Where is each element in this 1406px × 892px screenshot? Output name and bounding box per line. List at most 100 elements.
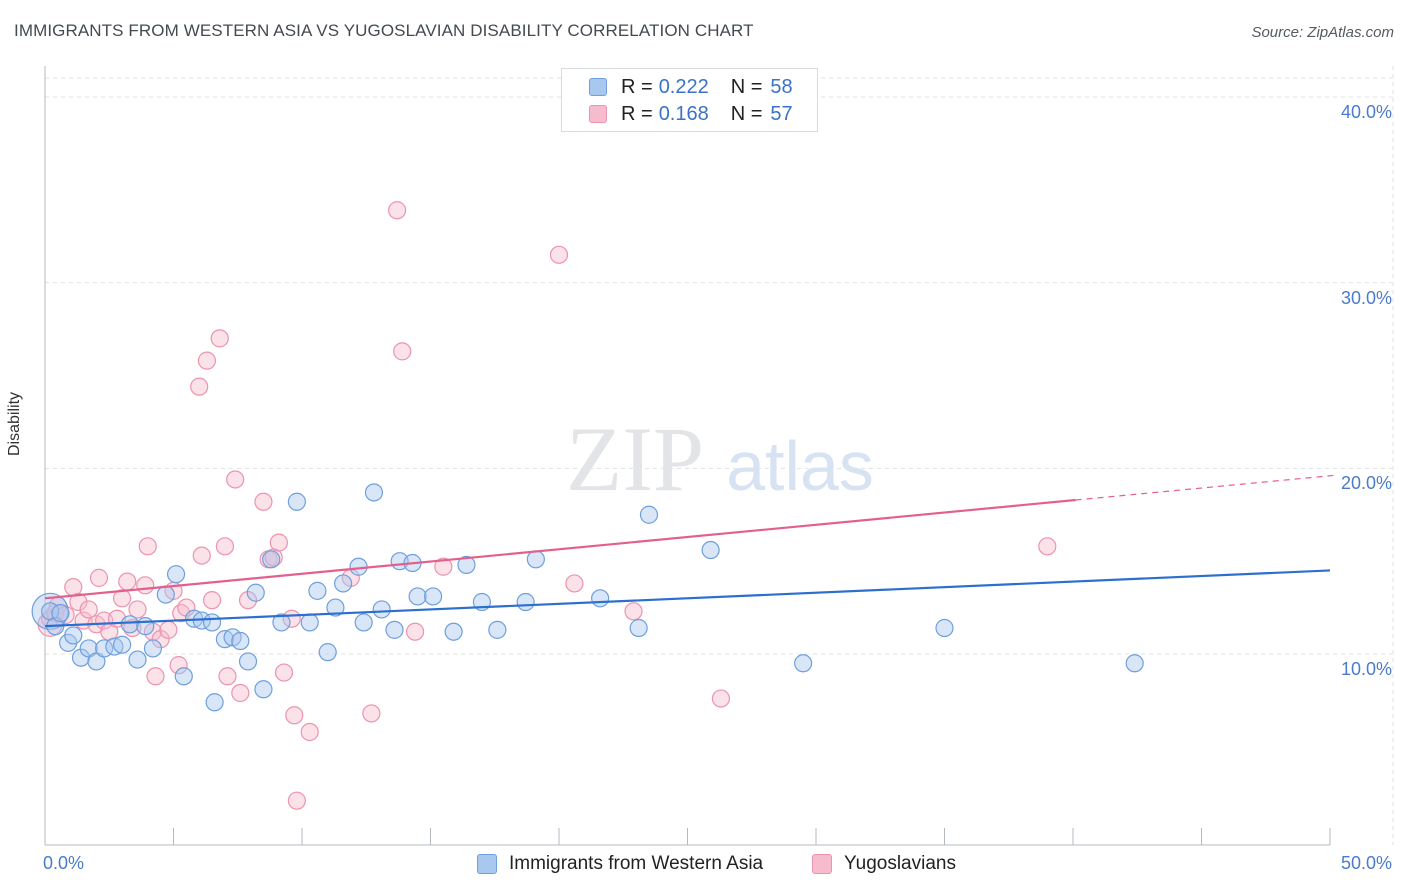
series-yugoslavians-points xyxy=(37,201,1057,810)
data-point xyxy=(526,550,545,569)
data-point xyxy=(434,557,453,576)
y-tick-label: 30.0% xyxy=(1340,287,1392,308)
data-point xyxy=(364,483,384,502)
legend-n-value: 58 xyxy=(770,75,793,98)
bottom-legend-swatch-pink xyxy=(812,854,832,874)
legend-r-label: R = xyxy=(621,75,653,98)
legend-swatch-pink xyxy=(589,105,607,123)
legend-swatch-blue xyxy=(589,78,607,96)
data-point xyxy=(71,648,91,667)
data-point xyxy=(156,585,175,604)
data-point xyxy=(166,565,186,584)
data-point xyxy=(385,620,404,639)
data-point xyxy=(205,693,224,712)
data-point xyxy=(591,589,610,608)
data-point xyxy=(238,652,258,671)
data-point xyxy=(64,626,83,645)
data-point xyxy=(701,540,720,560)
y-tick-label: 20.0% xyxy=(1340,473,1392,494)
data-point xyxy=(408,587,427,606)
data-point xyxy=(444,622,463,641)
data-point xyxy=(112,635,132,654)
data-point xyxy=(488,620,507,639)
data-point xyxy=(549,245,569,264)
bottom-legend-label: Yugoslavians xyxy=(844,853,956,874)
data-point xyxy=(254,680,273,699)
data-point xyxy=(151,630,170,649)
data-point xyxy=(287,791,306,810)
data-point xyxy=(287,492,306,511)
data-point xyxy=(935,618,954,638)
data-point xyxy=(629,618,648,638)
data-point xyxy=(51,604,70,623)
stats-legend: R = 0.222 N = 58 R = 0.168 N = 57 xyxy=(561,68,818,132)
legend-row-western-asia: R = 0.222 N = 58 xyxy=(589,75,793,99)
trend-line-yugoslavians-extension xyxy=(1075,474,1338,501)
watermark-atlas: atlas xyxy=(726,427,874,505)
data-point xyxy=(308,581,327,600)
data-point xyxy=(565,574,584,593)
data-point xyxy=(69,592,88,612)
data-point xyxy=(128,600,147,619)
data-point xyxy=(118,572,137,591)
data-point xyxy=(89,568,109,587)
data-point xyxy=(274,663,294,682)
x-tick-label-max: 50.0% xyxy=(1340,853,1392,873)
y-axis-label: Disability xyxy=(6,391,23,456)
data-point xyxy=(246,583,265,602)
data-point xyxy=(215,537,234,556)
x-tick-label-min: 0.0% xyxy=(43,853,85,873)
legend-r-value: 0.168 xyxy=(658,102,709,125)
data-point xyxy=(197,351,217,370)
data-point xyxy=(174,667,193,686)
data-point xyxy=(202,591,222,610)
data-point xyxy=(624,602,643,621)
data-point xyxy=(143,639,163,658)
legend-n-label: N = xyxy=(730,75,763,98)
data-point xyxy=(300,613,319,632)
data-point xyxy=(231,683,250,703)
data-point xyxy=(285,706,304,725)
watermark: ZIP atlas xyxy=(566,408,874,510)
data-point xyxy=(238,591,258,610)
data-point xyxy=(1125,654,1144,673)
data-point xyxy=(326,598,345,617)
data-point xyxy=(387,201,407,220)
grid-layer xyxy=(44,66,1395,846)
data-point xyxy=(393,342,412,361)
chart-title: IMMIGRANTS FROM WESTERN ASIA VS YUGOSLAV… xyxy=(14,21,754,40)
data-point xyxy=(159,620,178,639)
bottom-legend-western-asia: Immigrants from Western Asia xyxy=(477,851,763,877)
data-point xyxy=(457,555,476,574)
data-point xyxy=(192,546,211,565)
data-point xyxy=(254,492,273,511)
series-western-asia-points xyxy=(31,483,1144,712)
data-point xyxy=(218,667,237,686)
data-point xyxy=(405,622,425,641)
data-point xyxy=(210,329,229,348)
trend-lines xyxy=(44,474,1338,628)
data-point xyxy=(354,613,373,632)
bottom-legend-yugoslavians: Yugoslavians xyxy=(812,851,956,877)
data-point xyxy=(711,689,731,708)
legend-row-yugoslavians: R = 0.168 N = 57 xyxy=(589,102,793,126)
data-point xyxy=(128,650,147,669)
watermark-zip: ZIP xyxy=(566,408,704,510)
data-point xyxy=(262,550,281,569)
data-point xyxy=(226,470,245,489)
data-point xyxy=(136,617,155,636)
data-point xyxy=(1038,537,1057,556)
data-point xyxy=(300,722,319,742)
source-label: Source: ZipAtlas.com xyxy=(1251,24,1394,41)
data-point xyxy=(112,589,132,608)
data-point xyxy=(146,667,165,686)
legend-n-value: 57 xyxy=(770,102,793,125)
trend-line-yugoslavians xyxy=(44,498,1076,600)
data-point xyxy=(79,600,98,619)
data-point xyxy=(169,656,188,675)
data-point xyxy=(334,574,353,593)
data-point xyxy=(423,587,443,606)
data-point xyxy=(231,631,250,651)
data-point xyxy=(202,613,222,632)
